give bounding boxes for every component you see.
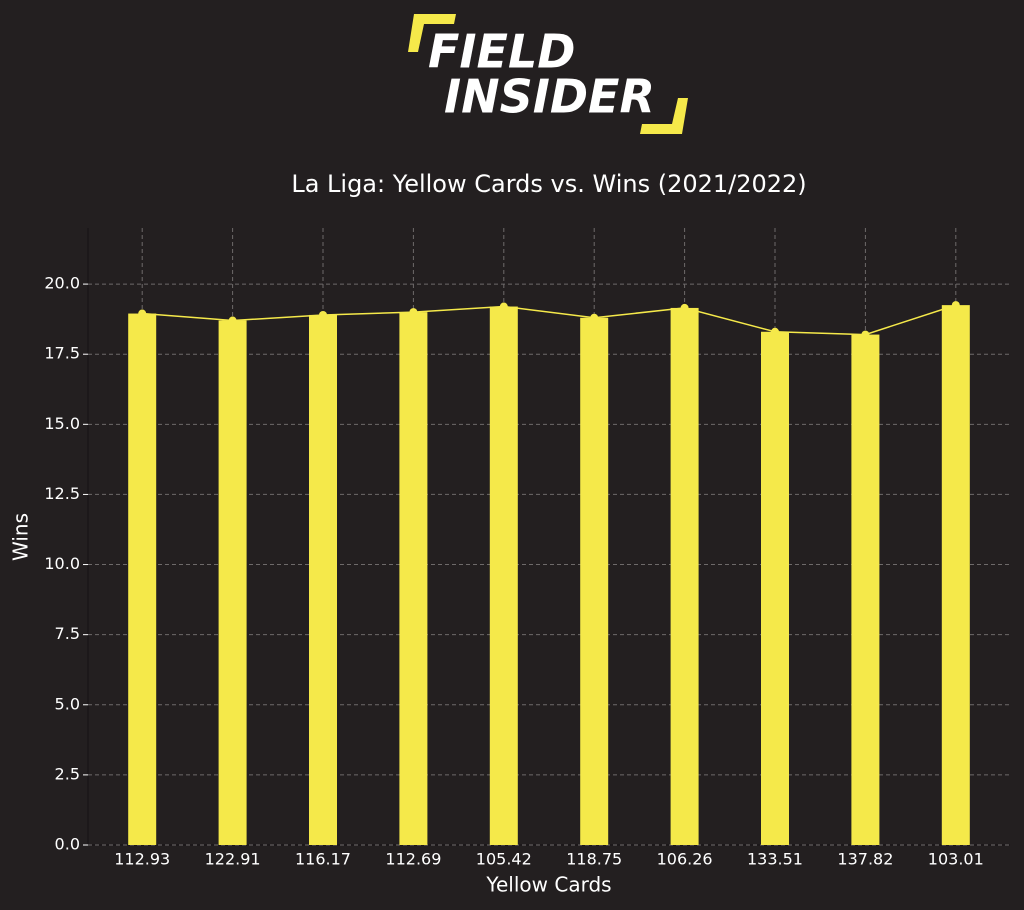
bar [399,312,428,845]
bar [761,331,789,845]
x-tick-label: 112.93 [114,850,170,869]
line-marker [951,301,960,310]
logo: FIELD INSIDER [408,14,688,134]
line-marker [138,309,147,318]
bar [941,305,970,845]
line-marker [319,310,327,319]
x-tick-label: 105.42 [476,850,532,869]
logo-text: INSIDER [444,70,655,124]
x-tick-label: 118.75 [566,850,622,869]
x-axis-label: Yellow Cards [485,873,611,897]
logo-bracket [640,98,688,134]
line-marker [499,302,508,311]
y-tick-label: 12.5 [44,484,80,503]
bar [489,306,518,845]
bar [670,307,699,845]
line-marker [409,308,418,317]
x-tick-label: 106.26 [657,850,713,869]
x-tick-label: 122.91 [205,850,261,869]
y-tick-label: 10.0 [44,554,80,573]
x-tick-label: 103.01 [928,850,984,869]
y-tick-label: 5.0 [55,694,80,713]
chart-title: La Liga: Yellow Cards vs. Wins (2021/202… [291,170,806,198]
line-marker [771,327,779,336]
line-marker [680,303,689,312]
bar [128,313,157,845]
logo-text: FIELD [428,25,575,79]
y-tick-label: 15.0 [44,414,80,433]
y-axis-label: Wins [9,513,33,561]
bar [218,320,247,845]
bar [580,317,609,845]
y-tick-label: 20.0 [44,274,80,293]
y-tick-label: 17.5 [44,344,80,363]
y-tick-label: 0.0 [55,835,80,854]
line-marker [861,330,870,339]
y-tick-label: 2.5 [55,764,80,783]
x-tick-label: 112.69 [385,850,441,869]
line [142,304,957,336]
x-tick-label: 133.51 [747,850,803,869]
x-tick-label: 137.82 [837,850,893,869]
x-tick-label: 116.17 [295,850,351,869]
bar [851,334,880,845]
line-marker [590,313,599,322]
y-tick-label: 7.5 [55,624,80,643]
line-marker [228,316,237,325]
logo-bracket [408,14,456,52]
bar [309,314,337,845]
